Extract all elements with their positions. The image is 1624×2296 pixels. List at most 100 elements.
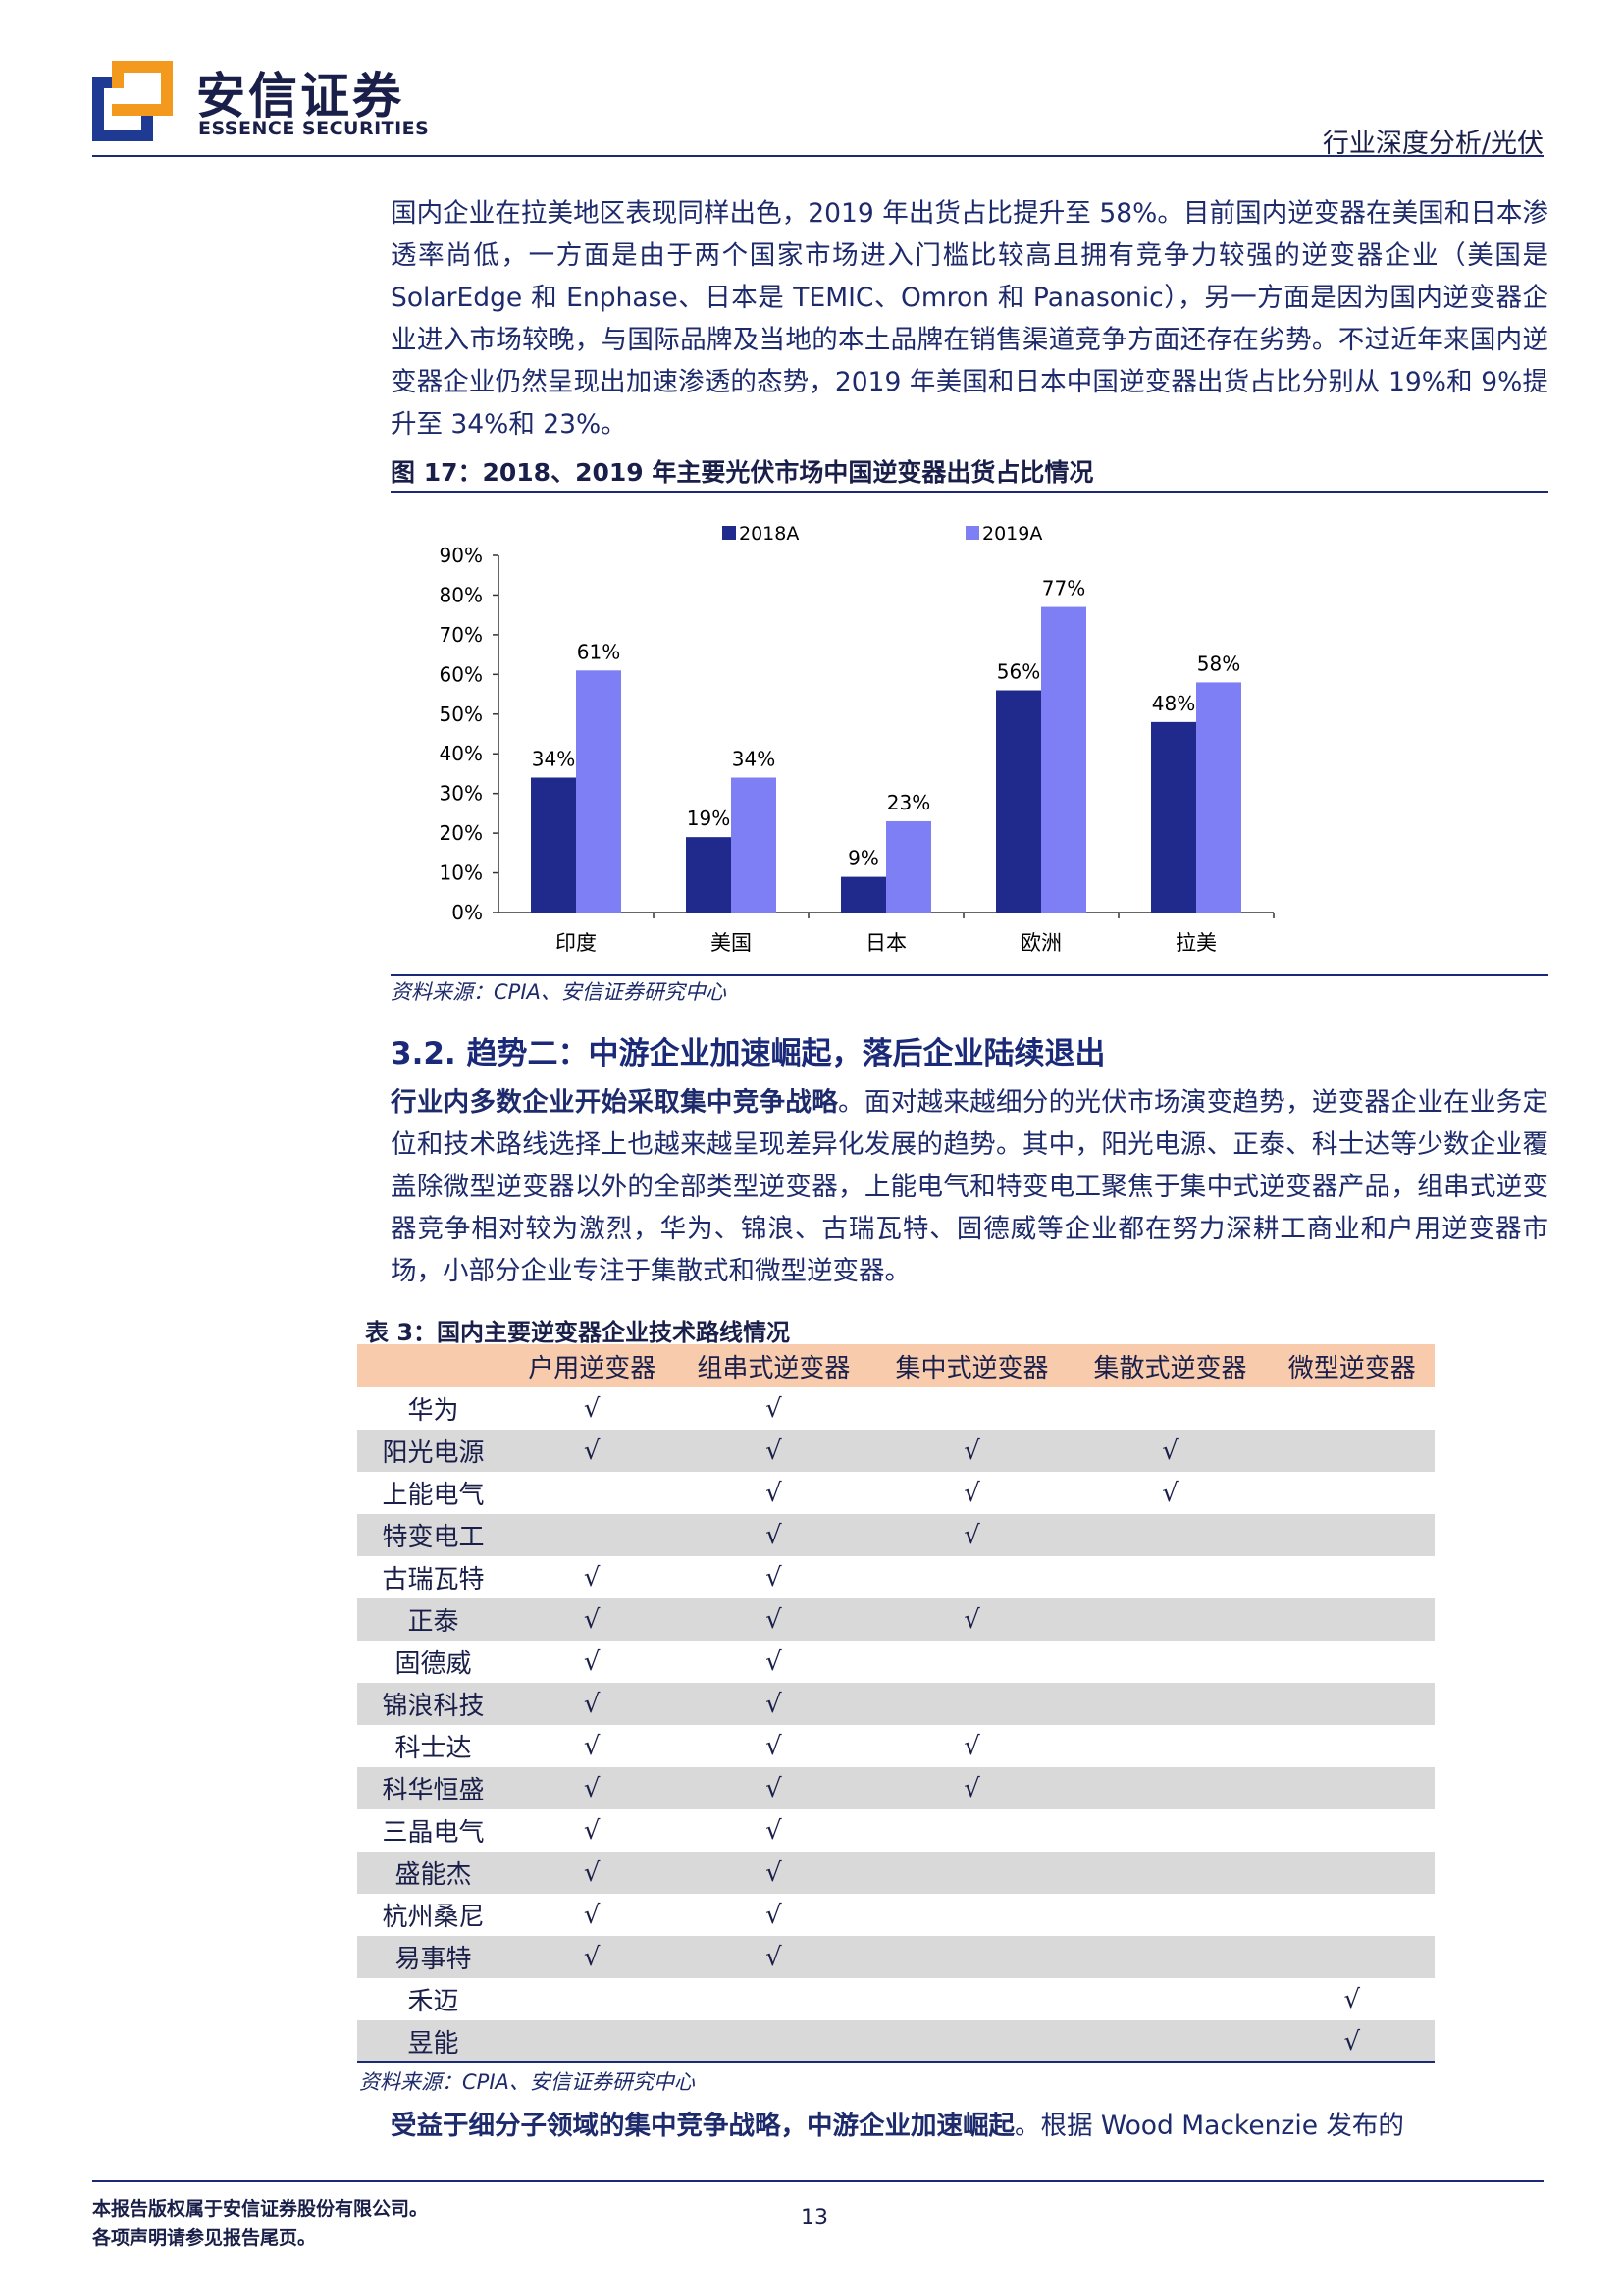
bar-2019A — [1041, 606, 1086, 913]
footer-notice: 各项声明请参见报告尾页。 — [92, 2227, 317, 2249]
legend-swatch — [722, 526, 736, 540]
checkmark-cell: √ — [765, 1393, 782, 1424]
checkmark-cell: √ — [509, 1767, 675, 1809]
logo-english-name: ESSENCE SECURITIES — [198, 118, 430, 139]
company-name-cell: 阳光电源 — [357, 1430, 509, 1472]
checkmark-cell: √ — [1162, 1478, 1179, 1508]
report-type: 行业深度分析/光伏 — [1322, 129, 1544, 159]
data-label: 34% — [732, 747, 775, 770]
company-name-cell: 杭州桑尼 — [382, 1903, 485, 1932]
checkmark-cell: √ — [765, 1478, 782, 1508]
y-tick-label: 50% — [440, 703, 483, 726]
data-label: 9% — [848, 847, 879, 870]
table-row: 古瑞瓦特 √ √ — [357, 1556, 1435, 1598]
checkmark-cell: √ — [872, 1514, 1072, 1556]
bar-2018A — [841, 876, 886, 913]
table-row: 华为 √ √ — [357, 1387, 1435, 1430]
closing-bold: 受益于细分子领域的集中竞争战略，中游企业加速崛起 — [391, 2111, 1015, 2141]
checkmark-cell: √ — [674, 1430, 873, 1472]
company-name-cell: 禾迈 — [407, 1987, 459, 2016]
checkmark-cell: √ — [872, 1430, 1072, 1472]
checkmark-cell — [1270, 1894, 1435, 1936]
checkmark-cell — [1071, 1936, 1270, 1978]
checkmark-cell — [1071, 1598, 1270, 1641]
table-bottom-rule — [357, 2061, 1435, 2063]
bar-2019A — [886, 820, 931, 913]
checkmark-cell: √ — [674, 1683, 873, 1725]
y-tick-label: 60% — [440, 662, 483, 686]
checkmark-cell — [509, 1472, 674, 1514]
section-paragraph: 行业内多数企业开始采取集中竞争战略。面对越来越细分的光伏市场演变趋势，逆变器企业… — [391, 1081, 1548, 1292]
data-label: 23% — [887, 791, 930, 814]
checkmark-cell: √ — [674, 1514, 873, 1556]
checkmark-cell: √ — [1343, 1984, 1361, 2014]
company-name-cell: 古瑞瓦特 — [382, 1565, 485, 1594]
table-header-row: 户用逆变器 组串式逆变器 集中式逆变器 集散式逆变器 微型逆变器 — [357, 1344, 1435, 1387]
checkmark-cell: √ — [872, 1767, 1072, 1809]
company-name-cell: 三晶电气 — [382, 1818, 485, 1848]
checkmark-cell: √ — [765, 1646, 782, 1677]
checkmark-cell — [872, 1683, 1072, 1725]
table-row: 固德威 √ √ — [357, 1641, 1435, 1683]
bar-2019A — [731, 777, 776, 913]
bar-2018A — [531, 777, 576, 913]
checkmark-cell — [1072, 1809, 1270, 1852]
checkmark-cell — [1072, 1978, 1270, 2020]
data-label: 19% — [687, 807, 730, 830]
tech-route-table: 户用逆变器 组串式逆变器 集中式逆变器 集散式逆变器 微型逆变器 华为 √ √ 阳光电源 √ √ √… — [357, 1344, 1435, 2062]
table-row: 锦浪科技 √ √ — [357, 1683, 1435, 1725]
checkmark-cell — [1269, 1683, 1435, 1725]
checkmark-cell: √ — [674, 1852, 873, 1894]
checkmark-cell — [674, 2020, 873, 2062]
checkmark-cell: √ — [872, 1598, 1072, 1641]
bar-chart: 0% 10% 20% 30% 40% 50% 60% 70% 80% 90% 34% 61% 印度 19%… — [440, 523, 1275, 955]
essence-logo-icon — [92, 61, 173, 141]
checkmark-cell: √ — [509, 1430, 675, 1472]
checkmark-cell — [872, 1556, 1071, 1598]
checkmark-cell: √ — [509, 1683, 675, 1725]
company-name-cell: 上能电气 — [382, 1481, 485, 1510]
checkmark-cell — [1071, 1852, 1270, 1894]
table-header-col: 组串式逆变器 — [674, 1344, 873, 1387]
x-category-label: 拉美 — [1176, 931, 1217, 955]
checkmark-cell: √ — [509, 1852, 675, 1894]
checkmark-cell: √ — [583, 1815, 601, 1846]
section-heading: 3.2. 趋势二：中游企业加速崛起，落后企业陆续退出 — [391, 1036, 1106, 1071]
data-label: 34% — [532, 747, 575, 770]
checkmark-cell — [872, 1387, 1071, 1430]
y-tick-label: 10% — [440, 861, 483, 885]
checkmark-cell: √ — [1269, 2020, 1435, 2062]
checkmark-cell — [509, 2020, 675, 2062]
y-tick-label: 40% — [440, 742, 483, 765]
x-category-label: 印度 — [555, 931, 597, 955]
closing-rest: 。根据 Wood Mackenzie 发布的 — [1015, 2111, 1404, 2141]
page-number: 13 — [801, 2206, 828, 2230]
legend-label: 2019A — [982, 523, 1042, 545]
figure-top-rule — [391, 491, 1548, 493]
company-name-cell: 科士达 — [394, 1734, 472, 1763]
footer-divider — [92, 2180, 1544, 2182]
company-name-cell: 正泰 — [357, 1598, 509, 1641]
checkmark-cell — [674, 1978, 872, 2020]
checkmark-cell — [1269, 1852, 1435, 1894]
table-row: 特变电工 √ √ — [357, 1514, 1435, 1556]
x-category-label: 美国 — [710, 931, 752, 955]
checkmark-cell — [1270, 1809, 1435, 1852]
table-row: 禾迈 √ — [357, 1978, 1435, 2020]
checkmark-cell: √ — [765, 1562, 782, 1592]
checkmark-cell — [1270, 1387, 1435, 1430]
table-row: 三晶电气 √ √ — [357, 1809, 1435, 1852]
checkmark-cell — [1270, 1641, 1435, 1683]
table-row: 易事特 √ √ — [357, 1936, 1435, 1978]
checkmark-cell: √ — [765, 1815, 782, 1846]
bar-2018A — [1151, 721, 1196, 913]
data-label: 48% — [1152, 692, 1195, 715]
checkmark-cell: √ — [583, 1646, 601, 1677]
y-tick-label: 0% — [451, 901, 483, 924]
checkmark-cell — [872, 1978, 1071, 2020]
y-tick-label: 70% — [440, 623, 483, 647]
checkmark-cell — [1269, 1936, 1435, 1978]
table-row: 盛能杰 √ √ — [357, 1852, 1435, 1894]
table-header-col: 微型逆变器 — [1269, 1344, 1435, 1387]
checkmark-cell — [1072, 1725, 1270, 1767]
